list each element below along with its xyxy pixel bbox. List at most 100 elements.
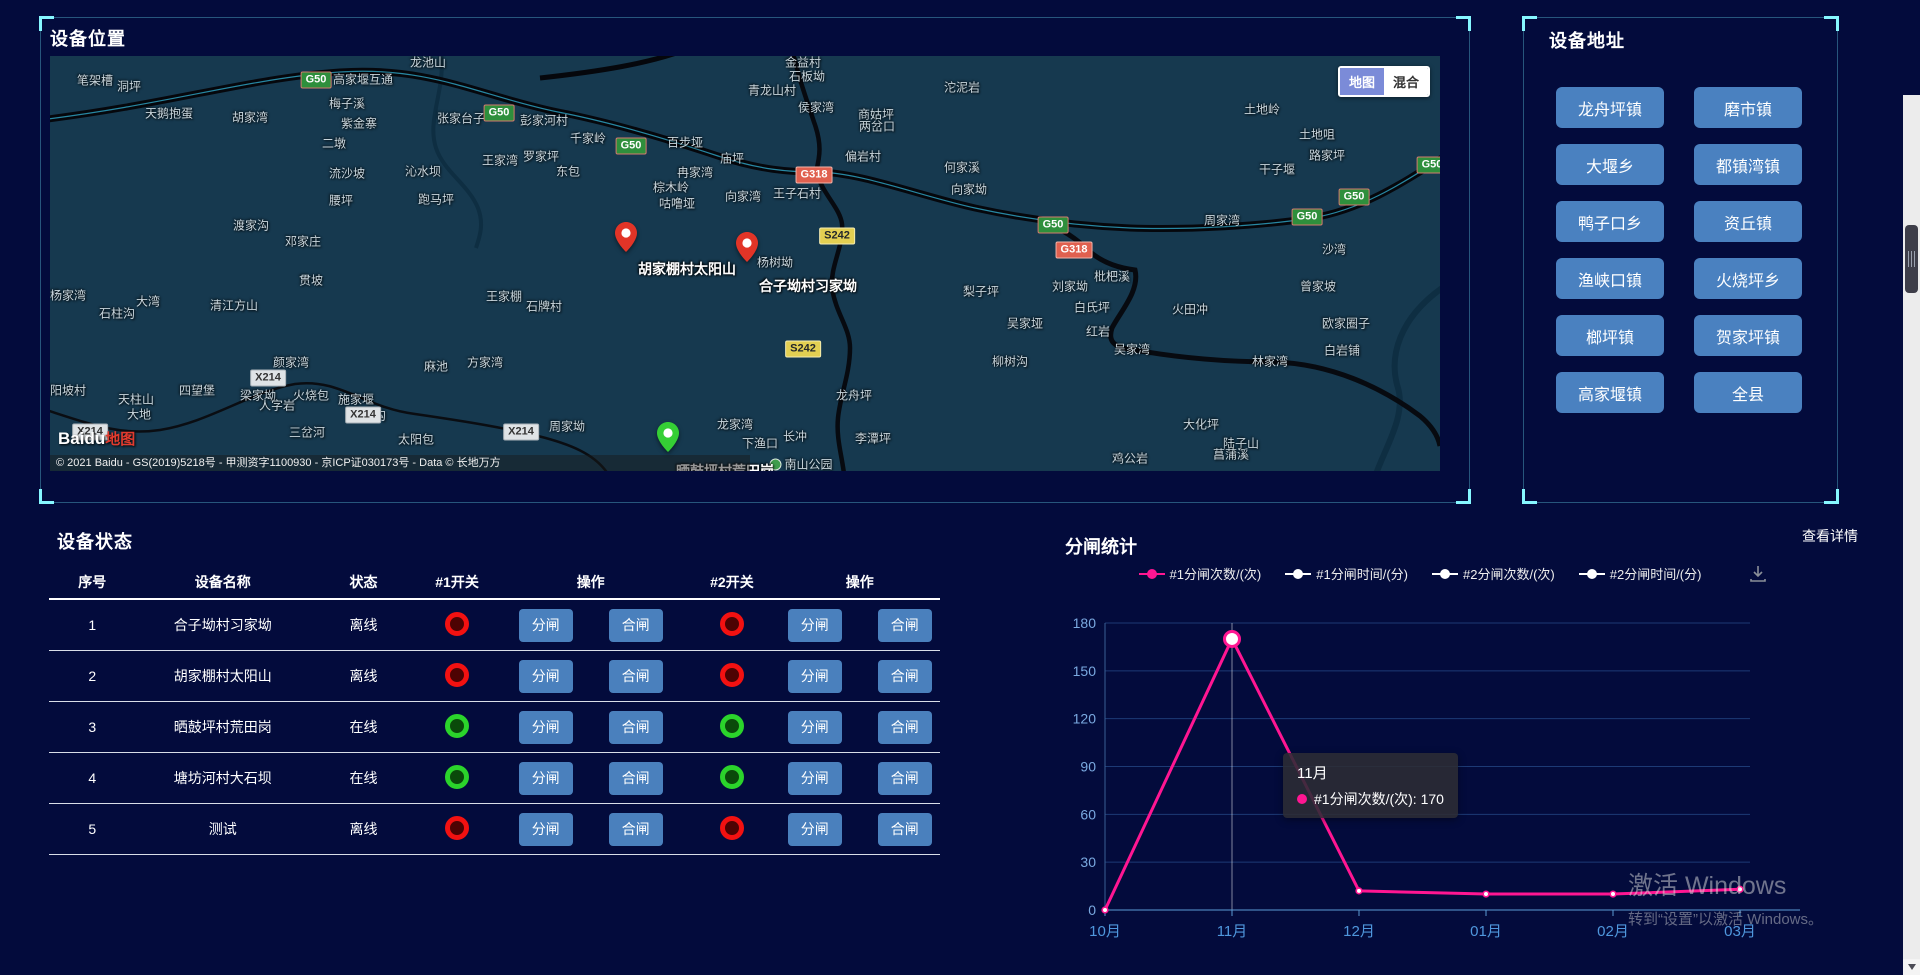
map-place-label: 冉家湾 — [676, 165, 714, 180]
switch1-actions: 分闸 合闸 — [497, 659, 684, 693]
map-place-label: 刘家坳 — [1051, 279, 1089, 294]
baidu-map[interactable]: 笔架槽 洞坪 天鹅抱蛋 胡家湾 高家堰互通 梅子溪 紫金寨 二墩 流沙坡 沁水坝 张家台子 彭家河村千… — [50, 56, 1440, 471]
address-button-大堰乡[interactable]: 大堰乡 — [1556, 144, 1664, 185]
address-button-渔峡口镇[interactable]: 渔峡口镇 — [1556, 258, 1664, 299]
view-details-link[interactable]: 查看详情 — [1802, 528, 1858, 544]
address-button-鸭子口乡[interactable]: 鸭子口乡 — [1556, 201, 1664, 242]
address-button-榔坪镇[interactable]: 榔坪镇 — [1556, 315, 1664, 356]
device-name: 胡家棚村太阳山 — [173, 668, 272, 684]
map-type-control: 地图 混合 — [1337, 66, 1430, 97]
map-place-label: 周家坳 — [548, 419, 586, 434]
legend-item[interactable]: #1分闸次数/(次) — [1138, 564, 1261, 583]
table-header-row: 序号 设备名称 状态 #1开关 操作 #2开关 操作 — [49, 566, 940, 600]
map-place-label: 吴家垭 — [1006, 316, 1044, 331]
table-header-cell: 操作 — [845, 574, 874, 590]
map-place-label: 商姑坪 — [857, 107, 895, 122]
map-type-map-button[interactable]: 地图 — [1339, 68, 1384, 95]
device-status: 离线 — [349, 617, 378, 633]
corner-decoration — [1522, 16, 1537, 31]
map-place-label: 柳树沟 — [991, 354, 1029, 369]
open-button[interactable]: 分闸 — [518, 608, 573, 642]
map-place-label: 土地咀 — [1298, 127, 1336, 142]
switch1-cell — [417, 713, 497, 741]
map-place-label: 龙家湾 — [716, 417, 754, 432]
baidu-logo: Baidu地图 — [58, 429, 136, 448]
switch1-indicator-green — [445, 764, 470, 789]
open-button[interactable]: 分闸 — [518, 761, 573, 795]
close-button[interactable]: 合闸 — [608, 608, 663, 642]
line-chart[interactable]: 0 30 60 90 120 150 180 10月 11月 12月 01月 02月 03月 — [1060, 560, 1900, 975]
legend-item[interactable]: #2分闸次数/(次) — [1432, 564, 1555, 583]
open-button[interactable]: 分闸 — [518, 812, 573, 846]
svg-text:12月: 12月 — [1343, 923, 1375, 940]
svg-text:180: 180 — [1073, 615, 1097, 631]
svg-text:90: 90 — [1080, 759, 1096, 775]
page-scrollbar-track[interactable] — [1903, 95, 1920, 975]
open-button[interactable]: 分闸 — [787, 761, 842, 795]
svg-text:60: 60 — [1080, 806, 1096, 822]
trip-statistics-title: 分闸统计 — [1065, 537, 1137, 557]
map-place-label: 梅子溪 — [328, 96, 366, 111]
map-place-label: 两岔口 — [858, 119, 896, 134]
road-badge-G318: G318 — [795, 166, 833, 184]
svg-text:0: 0 — [1088, 902, 1096, 918]
switch1-indicator-red — [445, 611, 470, 636]
close-button[interactable]: 合闸 — [608, 761, 663, 795]
close-button[interactable]: 合闸 — [608, 812, 663, 846]
map-place-label: 贯坡 — [298, 273, 324, 288]
switch2-actions: 分闸 合闸 — [780, 659, 940, 693]
device-pin-marker[interactable] — [614, 221, 638, 253]
address-button-龙舟坪镇[interactable]: 龙舟坪镇 — [1556, 87, 1664, 128]
map-type-hybrid-button[interactable]: 混合 — [1383, 68, 1428, 95]
address-button-grid: 龙舟坪镇 磨市镇 大堰乡 都镇湾镇 鸭子口乡 资丘镇 渔峡口镇 火烧坪乡 榔坪镇 贺家坪镇 高家堰镇… — [1556, 87, 1871, 413]
map-place-label: 千家岭 — [569, 131, 607, 146]
close-button[interactable]: 合闸 — [877, 761, 932, 795]
corner-decoration — [39, 489, 54, 504]
corner-decoration — [39, 16, 54, 31]
map-place-label: 王家湾 — [481, 153, 519, 168]
map-place-label: 白氏坪 — [1073, 300, 1111, 315]
open-button[interactable]: 分闸 — [518, 659, 573, 693]
road-badge-X214: X214 — [345, 406, 381, 424]
device-pin-marker[interactable] — [735, 231, 759, 263]
open-button[interactable]: 分闸 — [787, 710, 842, 744]
device-pin-marker[interactable] — [656, 421, 680, 453]
address-button-全县[interactable]: 全县 — [1694, 372, 1802, 413]
open-button[interactable]: 分闸 — [787, 812, 842, 846]
address-button-资丘镇[interactable]: 资丘镇 — [1694, 201, 1802, 242]
close-button[interactable]: 合闸 — [877, 710, 932, 744]
open-button[interactable]: 分闸 — [787, 659, 842, 693]
scrollbar-down-arrow[interactable] — [1903, 959, 1920, 975]
close-button[interactable]: 合闸 — [608, 659, 663, 693]
row-seq: 5 — [88, 821, 97, 837]
close-button[interactable]: 合闸 — [877, 812, 932, 846]
map-place-label: 流沙坡 — [328, 166, 366, 181]
close-button[interactable]: 合闸 — [608, 710, 663, 744]
address-button-火烧坪乡[interactable]: 火烧坪乡 — [1694, 258, 1802, 299]
map-place-label: 枇杷溪 — [1093, 269, 1131, 284]
table-row: 2 胡家棚村太阳山 离线 分闸 合闸 分闸 合闸 — [49, 651, 940, 702]
close-button[interactable]: 合闸 — [877, 659, 932, 693]
map-place-label: 龙舟坪 — [835, 388, 873, 403]
legend-item[interactable]: #2分闸时间/(分) — [1578, 564, 1701, 583]
switch1-indicator-green — [445, 713, 470, 738]
map-place-label: 大湾 — [135, 294, 161, 309]
open-button[interactable]: 分闸 — [518, 710, 573, 744]
page-scrollbar-thumb[interactable] — [1905, 225, 1918, 293]
close-button[interactable]: 合闸 — [877, 608, 932, 642]
open-button[interactable]: 分闸 — [787, 608, 842, 642]
switch1-actions: 分闸 合闸 — [497, 608, 684, 642]
switch2-indicator-red — [719, 815, 744, 840]
save-as-image-icon[interactable] — [1748, 564, 1768, 584]
address-button-磨市镇[interactable]: 磨市镇 — [1694, 87, 1802, 128]
map-place-label: 沁水坝 — [404, 164, 442, 179]
map-place-label: 张家台子 — [436, 111, 486, 126]
address-button-都镇湾镇[interactable]: 都镇湾镇 — [1694, 144, 1802, 185]
road-badge-G50: G50 — [1037, 216, 1069, 234]
map-place-label: 李潭坪 — [854, 431, 892, 446]
legend-item[interactable]: #1分闸时间/(分) — [1285, 564, 1408, 583]
address-button-贺家坪镇[interactable]: 贺家坪镇 — [1694, 315, 1802, 356]
row-seq: 3 — [88, 719, 97, 735]
address-button-高家堰镇[interactable]: 高家堰镇 — [1556, 372, 1664, 413]
map-place-label: 四望堡 — [178, 383, 216, 398]
